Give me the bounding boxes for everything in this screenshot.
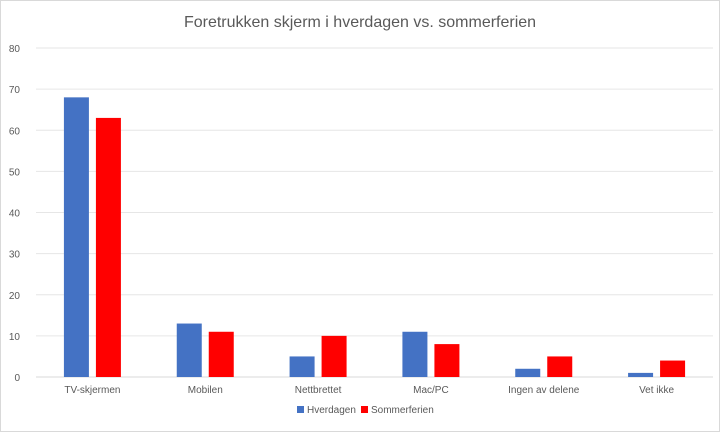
x-tick-label: Ingen av delene bbox=[508, 385, 580, 396]
y-tick-label: 70 bbox=[9, 85, 21, 96]
y-tick-label: 80 bbox=[9, 44, 21, 55]
y-tick-label: 60 bbox=[9, 126, 21, 137]
y-tick-label: 40 bbox=[9, 209, 21, 220]
bar-hverdagen bbox=[515, 368, 541, 377]
bar-hverdagen bbox=[176, 323, 202, 377]
x-tick-label: Vet ikke bbox=[639, 385, 674, 396]
bar-hverdagen bbox=[289, 356, 315, 377]
y-tick-label: 30 bbox=[9, 250, 21, 261]
bars bbox=[63, 97, 686, 377]
chart-title: Foretrukken skjerm i hverdagen vs. somme… bbox=[184, 14, 536, 31]
x-tick-label: Mobilen bbox=[188, 385, 223, 396]
legend-swatch bbox=[297, 406, 304, 413]
bar-hverdagen bbox=[402, 331, 428, 377]
bar-sommerferien bbox=[660, 360, 686, 377]
legend-swatch bbox=[361, 406, 368, 413]
bar-sommerferien bbox=[208, 331, 234, 377]
gridlines bbox=[36, 47, 713, 378]
x-tick-label: Nettbrettet bbox=[295, 385, 342, 396]
y-tick-label: 10 bbox=[9, 332, 21, 343]
bar-sommerferien bbox=[321, 335, 347, 377]
legend: Hverdagen Sommerferien bbox=[297, 405, 434, 416]
x-tick-label: Mac/PC bbox=[413, 385, 449, 396]
bar-sommerferien bbox=[547, 356, 573, 377]
y-tick-label: 50 bbox=[9, 167, 21, 178]
y-tick-label: 20 bbox=[9, 291, 21, 302]
bar-hverdagen bbox=[63, 97, 89, 377]
bar-sommerferien bbox=[95, 117, 121, 377]
bar-sommerferien bbox=[434, 344, 460, 377]
x-axis: TV-skjermen Mobilen Nettbrettet Mac/PC Ingen… bbox=[64, 385, 674, 396]
y-axis: 0 10 20 30 40 50 60 70 80 bbox=[9, 44, 21, 384]
legend-label: Sommerferien bbox=[371, 405, 434, 416]
x-tick-label: TV-skjermen bbox=[64, 385, 120, 396]
bar-hverdagen bbox=[628, 372, 654, 377]
legend-label: Hverdagen bbox=[307, 405, 356, 416]
y-tick-label: 0 bbox=[14, 373, 20, 384]
